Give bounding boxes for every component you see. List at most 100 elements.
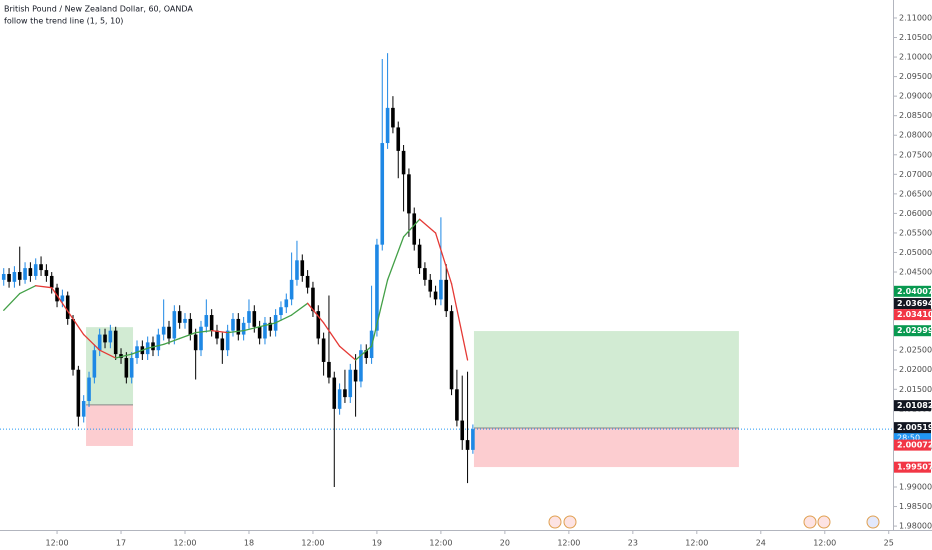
y-tick-label: 2.05000: [899, 248, 932, 257]
candle-body: [215, 330, 219, 339]
y-tick-label: 2.11000: [899, 13, 932, 22]
candle-body: [60, 295, 65, 302]
candle-body: [316, 311, 321, 339]
candle-body: [23, 268, 27, 280]
price-label: 2.03694: [897, 299, 932, 308]
candle-body: [396, 127, 401, 151]
candle-body: [444, 279, 449, 312]
candle-body: [209, 315, 214, 331]
candle-body: [391, 107, 395, 128]
indicator-title: follow the trend line (1, 5, 10): [4, 17, 123, 26]
price-label: 1.99507: [897, 463, 932, 472]
x-tick-label: 12:00: [429, 539, 452, 548]
event-icon: [817, 515, 831, 529]
y-tick-label: 2.07500: [899, 150, 932, 159]
candle-body: [188, 318, 193, 335]
candle-body: [81, 401, 86, 417]
x-tick-label: 19: [372, 539, 382, 548]
candle-body: [204, 315, 209, 327]
candle-body: [183, 318, 187, 323]
candle-body: [247, 311, 251, 323]
x-tick-label: 18: [244, 539, 254, 548]
candle-body: [300, 260, 305, 276]
candle-body: [44, 270, 49, 276]
candle-body: [433, 291, 438, 300]
y-tick-label: 2.05500: [899, 228, 932, 237]
y-tick-label: 2.10000: [899, 53, 932, 62]
candle-body: [385, 107, 390, 144]
candle-body: [407, 174, 411, 214]
candle-body: [241, 322, 246, 335]
candle-body: [236, 318, 241, 335]
candle-body: [471, 429, 475, 450]
y-tick-label: 2.07000: [899, 170, 932, 179]
candle-body: [321, 338, 326, 362]
y-tick-label: 2.01500: [899, 385, 932, 394]
ma-segment: [258, 322, 277, 328]
price-label-bg: [894, 439, 931, 451]
candle-body: [124, 358, 129, 378]
candle-body: [401, 150, 406, 175]
event-icons: [548, 515, 880, 529]
ma-segment: [67, 310, 85, 336]
plot-area: [0, 53, 893, 488]
candle-body: [1, 273, 6, 280]
candle-body: [305, 275, 310, 288]
stop-zone: [473, 427, 739, 468]
candle-body: [172, 311, 177, 339]
ma-segment: [370, 279, 389, 347]
candle-body: [412, 213, 417, 245]
candle-body: [263, 322, 267, 339]
candle-body: [7, 273, 11, 282]
y-tick-label: 2.02500: [899, 346, 932, 355]
ma-segment: [115, 353, 133, 359]
candle-body: [49, 275, 54, 288]
ma-segment: [179, 331, 197, 340]
price-label-bg: [894, 461, 931, 473]
y-tick-label: 2.08000: [899, 131, 932, 140]
candle-body: [257, 326, 262, 339]
chart-title: British Pound / New Zealand Dollar, 60, …: [4, 5, 193, 14]
ma-segment: [418, 218, 437, 234]
candle-body: [39, 264, 43, 271]
ma-segment: [338, 345, 357, 361]
ma-segment: [450, 283, 469, 361]
ma-segment: [306, 302, 325, 324]
candle-body: [17, 272, 22, 280]
x-tick-label: 25: [884, 539, 894, 548]
ma-segment: [51, 287, 69, 312]
ma-segment: [226, 330, 245, 334]
candle-body: [311, 287, 315, 312]
candle-body: [103, 334, 107, 343]
price-label: 2.03410: [897, 310, 932, 319]
x-tick-label: 12:00: [685, 539, 708, 548]
ma-segment: [99, 349, 117, 359]
price-label: 2.02999: [897, 326, 932, 335]
y-tick-label: 1.99000: [899, 483, 932, 492]
ma-segment: [322, 322, 341, 347]
y-tick-label: 2.04500: [899, 268, 932, 277]
ma-segment: [35, 285, 53, 289]
y-tick-label: 1.98000: [899, 522, 932, 531]
ma-segment: [195, 330, 213, 334]
ma-segment: [242, 326, 261, 332]
candle-body: [28, 268, 33, 276]
candle-body: [220, 338, 225, 351]
candle-body: [284, 299, 289, 308]
ma-segment: [211, 330, 229, 334]
candle-body: [439, 279, 443, 300]
candle-body: [252, 311, 257, 327]
candle-body: [199, 326, 203, 351]
candle-body: [71, 318, 75, 370]
candle-body: [108, 330, 113, 343]
stop-zone: [86, 404, 134, 446]
candle-body: [428, 279, 433, 292]
y-tick-label: 2.06500: [899, 189, 932, 198]
candle-body: [92, 350, 97, 378]
candle-body: [375, 244, 379, 331]
candle-body: [129, 358, 134, 378]
candle-body: [161, 326, 166, 335]
candle-body: [156, 334, 161, 351]
price-label: 2.01082: [897, 401, 932, 410]
